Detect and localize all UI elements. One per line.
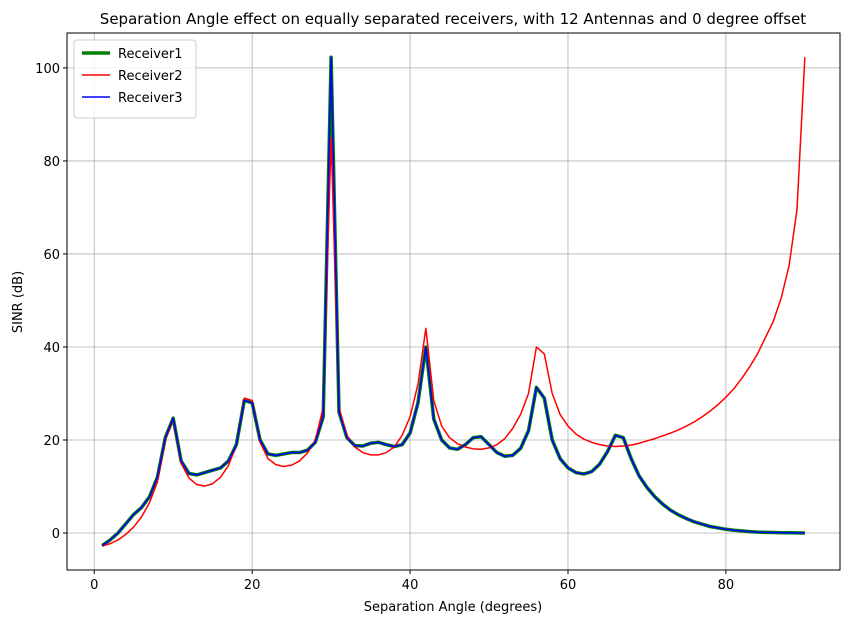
legend-label: Receiver3 [118,91,183,106]
chart-title: Separation Angle effect on equally separ… [100,10,806,28]
y-tick-label: 20 [43,434,60,449]
series-line [101,56,805,547]
y-tick-label: 80 [43,155,60,170]
plot-frame [66,32,841,571]
x-tick-label: 80 [718,578,735,593]
y-tick-label: 0 [52,527,60,542]
y-axis-label: SINR (dB) [11,271,26,333]
x-tick-label: 40 [402,578,419,593]
y-tick-label: 40 [43,341,60,356]
x-tick-label: 60 [560,578,577,593]
y-tick-label: 60 [43,248,60,263]
legend-label: Receiver2 [118,69,183,84]
y-tick-label: 100 [35,62,60,77]
legend-box [73,39,197,119]
x-axis-label: Separation Angle (degrees) [364,600,542,615]
series-line [101,57,806,547]
legend-label: Receiver1 [118,47,183,62]
x-tick-label: 0 [90,578,98,593]
x-tick-label: 20 [244,578,261,593]
